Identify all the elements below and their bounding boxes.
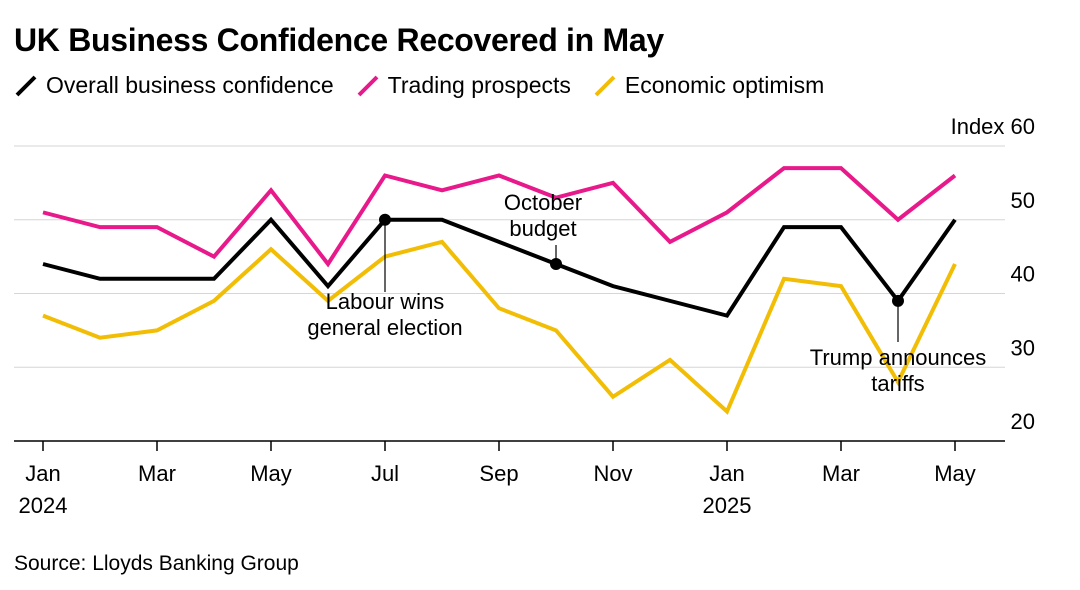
chart-title: UK Business Confidence Recovered in May — [14, 22, 664, 58]
x-tick-label: Nov — [593, 461, 632, 486]
series-line-overall-business-confidence — [42, 216, 957, 318]
annotation-label: October — [504, 190, 582, 215]
x-tick-year-label: 2024 — [19, 493, 68, 518]
x-tick-year-label: 2025 — [703, 493, 752, 518]
x-tick-label: May — [250, 461, 292, 486]
legend-item-trading: Trading prospects — [356, 72, 571, 99]
legend: Overall business confidence Trading pros… — [14, 72, 846, 99]
x-tick-label: Jan — [709, 461, 744, 486]
y-tick-label: 30 — [1011, 335, 1035, 360]
annotation-label: general election — [307, 315, 462, 340]
x-tick-label: Mar — [138, 461, 176, 486]
y-tick-label: 20 — [1011, 409, 1035, 434]
legend-swatch-overall — [15, 75, 37, 96]
annotation-label: Labour wins — [326, 289, 445, 314]
x-tick-label: Mar — [822, 461, 860, 486]
annotation-label: tariffs — [871, 371, 924, 396]
legend-label-economic: Economic optimism — [624, 72, 825, 98]
annotation-label: Trump announces — [810, 345, 987, 370]
annotation-dot — [379, 213, 391, 226]
legend-label-overall: Overall business confidence — [46, 72, 334, 98]
x-tick-label: Jan — [25, 461, 60, 486]
legend-label-trading: Trading prospects — [387, 72, 571, 98]
x-tick-label: May — [934, 461, 976, 486]
x-tick-label: Sep — [479, 461, 518, 486]
y-tick-label: Index 60 — [951, 114, 1035, 139]
series-line-trading-prospects — [42, 166, 957, 268]
legend-item-economic: Economic optimism — [593, 72, 824, 99]
legend-item-overall: Overall business confidence — [14, 72, 334, 99]
series-line-economic-optimism — [42, 239, 957, 415]
annotation-dot — [550, 258, 562, 270]
source-note: Source: Lloyds Banking Group — [14, 552, 299, 575]
y-tick-label: 50 — [1011, 188, 1035, 213]
legend-swatch-economic — [594, 75, 616, 96]
annotation-dot — [892, 294, 904, 307]
y-tick-label: 40 — [1011, 262, 1035, 287]
legend-swatch-trading — [357, 75, 379, 96]
annotation-label: budget — [509, 216, 576, 241]
x-tick-label: Jul — [371, 461, 399, 486]
